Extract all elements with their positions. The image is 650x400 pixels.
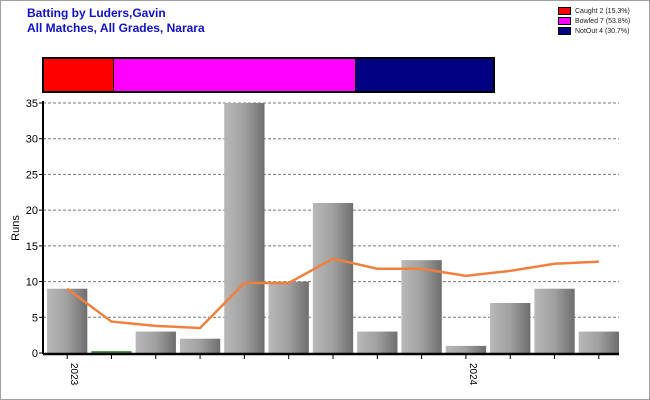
bar <box>268 281 309 353</box>
x-tick-label: 2023 <box>68 363 79 386</box>
bar <box>490 303 531 353</box>
legend-item-bowled: Bowled 7 (53.8%) <box>558 16 630 26</box>
bar <box>135 331 176 353</box>
bar <box>357 331 398 353</box>
legend-item-caught: Caught 2 (15.3%) <box>558 6 630 16</box>
bar <box>401 260 442 353</box>
y-tick-label: 20 <box>26 205 38 217</box>
chart-title: Batting by Luders,Gavin <box>27 6 166 20</box>
bar <box>179 338 221 353</box>
dismissal-segment <box>112 59 355 91</box>
y-tick-label: 15 <box>26 241 38 253</box>
y-tick-label: 0 <box>32 348 38 360</box>
bar <box>534 288 575 353</box>
y-tick-label: 30 <box>26 134 38 146</box>
bar <box>224 103 265 353</box>
y-tick-label: 5 <box>32 312 38 324</box>
bar <box>578 331 619 353</box>
bar <box>312 203 354 353</box>
y-tick-label: 35 <box>26 98 38 110</box>
average-line <box>66 257 599 330</box>
legend-swatch <box>558 27 571 35</box>
legend-label: Caught 2 (15.3%) <box>575 7 630 15</box>
legend-item-notout: NotOut 4 (30.7%) <box>558 26 630 36</box>
y-axis-label: Runs <box>10 215 22 241</box>
y-tick-label: 25 <box>26 169 38 181</box>
legend-label: NotOut 4 (30.7%) <box>575 27 630 35</box>
bar <box>445 345 487 353</box>
legend-swatch <box>558 7 571 15</box>
dismissal-segment <box>354 59 493 91</box>
legend-swatch <box>558 17 571 25</box>
legend-label: Bowled 7 (53.8%) <box>575 17 631 25</box>
legend: Caught 2 (15.3%) Bowled 7 (53.8%) NotOut… <box>558 6 630 36</box>
dismissal-segment <box>44 59 113 91</box>
dismissal-bar <box>42 57 495 93</box>
y-tick-label: 10 <box>26 277 38 289</box>
x-tick-label: 2024 <box>467 363 478 386</box>
chart-subtitle: All Matches, All Grades, Narara <box>27 21 205 35</box>
